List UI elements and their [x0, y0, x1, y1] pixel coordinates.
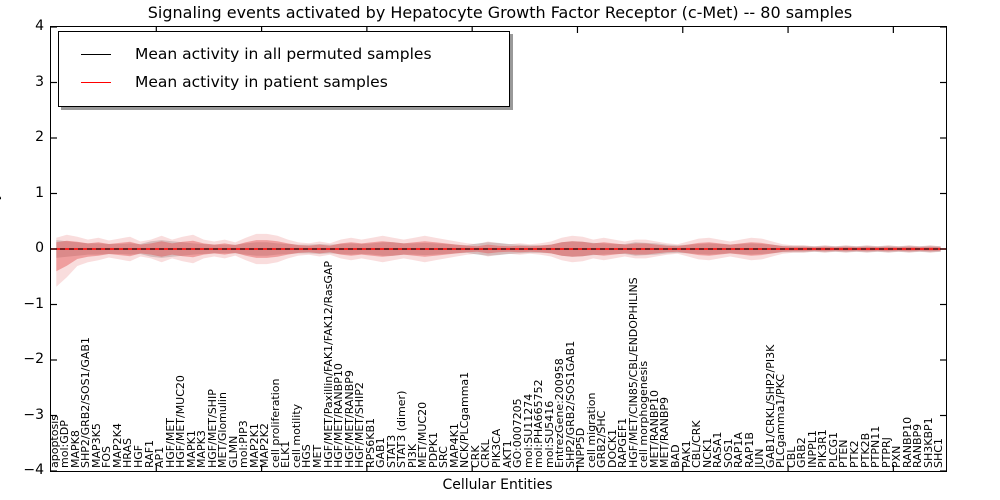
- legend-label-patient: Mean activity in patient samples: [135, 73, 388, 91]
- chart-title: Signaling events activated by Hepatocyte…: [147, 3, 853, 22]
- band-std-of-patient-samples: [56, 240, 941, 272]
- y-tick-label: 0: [35, 240, 44, 256]
- band-std-of-patient-samples-halo: [56, 233, 941, 287]
- x-category-label: SHC1: [932, 438, 946, 468]
- y-tick-label: 3: [35, 73, 44, 90]
- y-tick-label: −4: [23, 462, 44, 478]
- y-tick-label: −2: [23, 351, 44, 367]
- permuted-line-swatch: [81, 53, 111, 55]
- y-tick-label: 1: [35, 184, 44, 201]
- x-axis-label: Cellular Entities: [442, 477, 553, 493]
- legend: Mean activity in all permuted samples Me…: [58, 31, 510, 107]
- y-tick-label: 4: [35, 18, 44, 34]
- plot-area: Mean activity in all permuted samples Me…: [50, 26, 947, 472]
- legend-item-permuted: Mean activity in all permuted samples: [59, 40, 509, 68]
- y-tick-label: −3: [23, 406, 44, 423]
- patient-line-swatch: [81, 81, 111, 83]
- y-tick-label: −1: [23, 295, 44, 312]
- legend-label-permuted: Mean activity in all permuted samples: [135, 45, 432, 63]
- y-tick-label: 2: [35, 129, 44, 145]
- legend-item-patient: Mean activity in patient samples: [59, 68, 509, 96]
- chart-canvas: [51, 27, 946, 471]
